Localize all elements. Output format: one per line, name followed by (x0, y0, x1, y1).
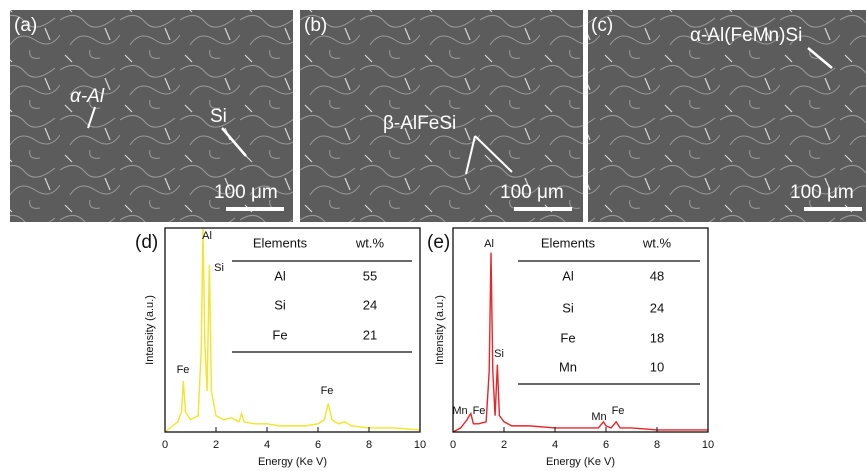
annotation: β-AlFeSi (383, 113, 456, 134)
table-cell: 48 (650, 268, 664, 283)
x-axis-label: Energy (Ke V) (546, 456, 615, 468)
table-cell: Fe (272, 327, 287, 342)
x-axis-label: Energy (Ke V) (258, 456, 327, 468)
peak-label: Fe (321, 385, 334, 397)
x-tick-label: 2 (213, 439, 219, 451)
x-tick-label: 10 (702, 439, 714, 451)
peak-label: Fe (473, 405, 486, 417)
x-tick-label: 6 (603, 439, 609, 451)
table-cell: Al (562, 268, 574, 283)
figure: (a) α-Al Si 100 μm (b) β-AlFeSi 100 μm (… (0, 0, 866, 471)
x-tick-label: 4 (552, 439, 558, 451)
x-tick-label: 8 (654, 439, 660, 451)
peak-label: Mn (452, 405, 467, 417)
scale-label: 100 μm (790, 182, 854, 203)
panel-label: (e) (427, 232, 450, 253)
x-tick-label: 0 (450, 439, 456, 451)
panel-label: (b) (304, 15, 327, 36)
peak-label: Fe (612, 405, 625, 417)
table-cell: Fe (560, 330, 575, 345)
table-header: Elements (541, 235, 596, 250)
x-tick-label: 0 (162, 439, 168, 451)
table-header: Elements (253, 235, 308, 250)
y-axis-label: Intensity (a.u.) (434, 295, 446, 365)
scale-bar (804, 207, 862, 211)
table-cell: 18 (650, 330, 664, 345)
x-tick-label: 4 (264, 439, 270, 451)
spectrum-line (165, 228, 420, 432)
table-cell: Al (274, 268, 286, 283)
annotation: α-Al (70, 86, 105, 107)
panel-label: (c) (591, 15, 613, 36)
annotation: Si (210, 106, 227, 127)
scale-bar (226, 207, 284, 211)
scale-label: 100 μm (500, 182, 564, 203)
peak-label: Al (484, 238, 494, 250)
scale-label: 100 μm (214, 182, 278, 203)
peak-label: Si (214, 262, 224, 274)
panel-label: (d) (135, 232, 158, 253)
x-tick-label: 10 (414, 439, 426, 451)
peak-label: Fe (177, 364, 190, 376)
peak-label: Mn (591, 411, 606, 423)
annotation: α-Al(FeMn)Si (690, 25, 802, 46)
spectrum-line (453, 252, 708, 432)
panel-label: (a) (14, 15, 37, 36)
table-cell: Mn (559, 359, 577, 374)
y-axis-label: Intensity (a.u.) (144, 295, 156, 365)
peak-label: Si (494, 348, 504, 360)
table-cell: 21 (363, 327, 377, 342)
table-cell: Si (274, 297, 286, 312)
x-tick-label: 6 (315, 439, 321, 451)
table-cell: Si (562, 300, 574, 315)
peak-label: Al (202, 230, 212, 242)
scale-bar (514, 207, 572, 211)
table-cell: 55 (363, 268, 377, 283)
table-header: wt.% (642, 235, 672, 250)
x-tick-label: 8 (366, 439, 372, 451)
table-cell: 10 (650, 359, 664, 374)
x-tick-label: 2 (501, 439, 507, 451)
table-cell: 24 (650, 300, 664, 315)
table-header: wt.% (355, 235, 385, 250)
table-cell: 24 (363, 297, 377, 312)
